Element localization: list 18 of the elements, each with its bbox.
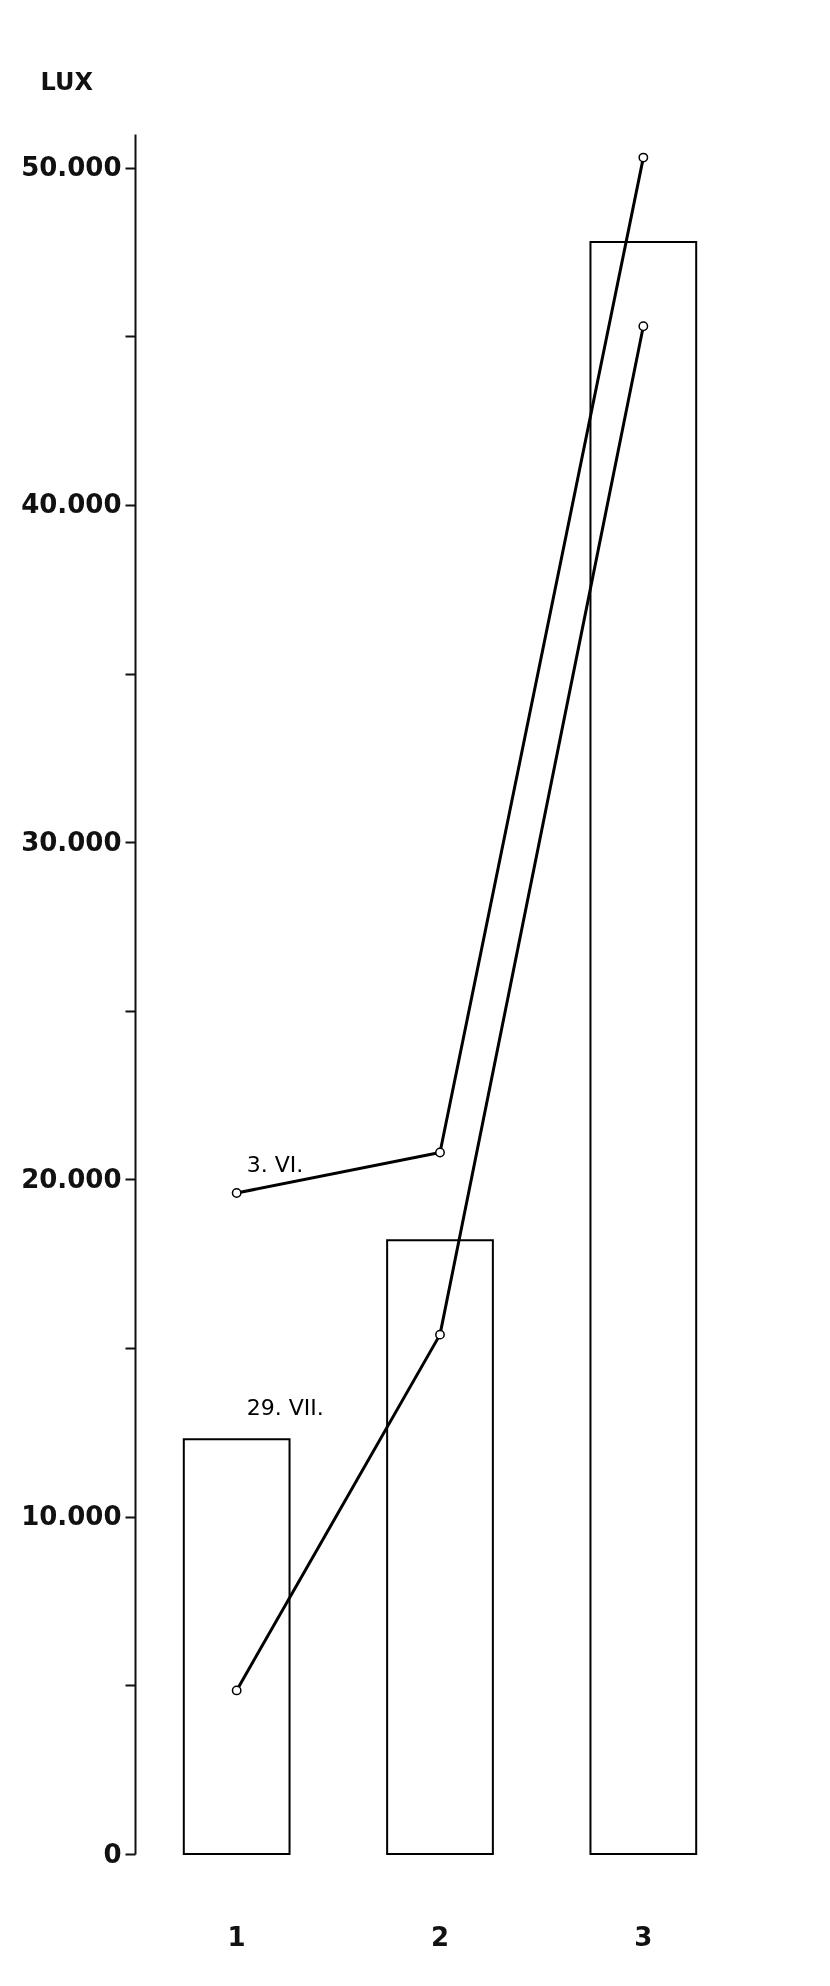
y-tick-label: 40.000 — [21, 489, 122, 520]
y-tick-label: 20.000 — [21, 1163, 122, 1194]
y-tick-label: 0 — [103, 1838, 122, 1869]
y-axis-title: LUX — [40, 67, 94, 96]
point — [435, 1147, 445, 1158]
point — [638, 321, 649, 332]
y-tick-label: 10.000 — [21, 1501, 122, 1532]
point — [435, 1329, 445, 1340]
point — [638, 152, 649, 163]
x-tick-label: 2 — [430, 1921, 450, 1952]
x-tick-label: 1 — [227, 1921, 246, 1952]
y-tick-label: 30.000 — [21, 826, 122, 857]
y-tick-label: 50.000 — [21, 152, 122, 183]
x-tick-label: 3 — [634, 1921, 653, 1952]
series-label: 3. VI. — [246, 1151, 304, 1177]
point — [231, 1188, 242, 1198]
text: 29. VII. — [246, 1395, 324, 1421]
point — [231, 1685, 242, 1696]
